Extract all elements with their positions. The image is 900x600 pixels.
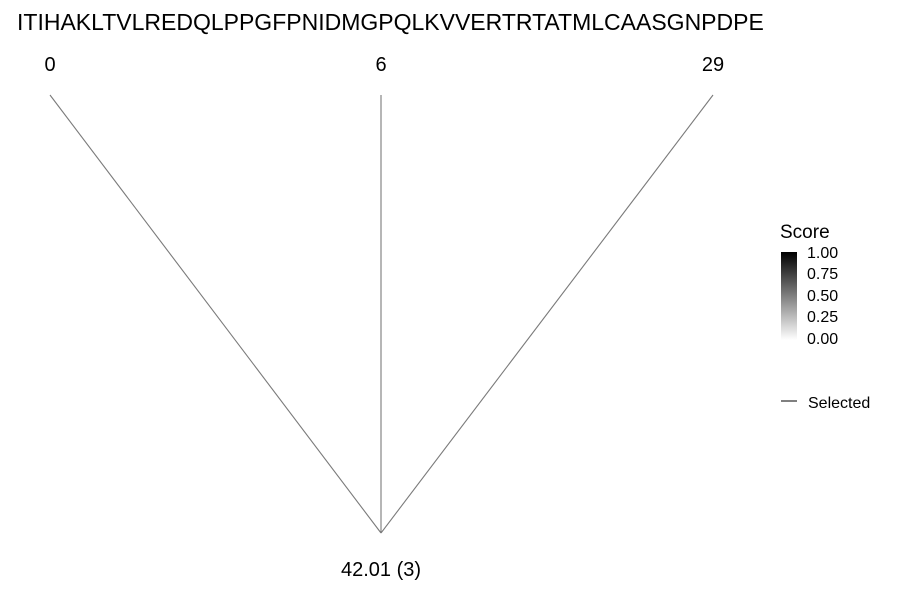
edge-leaf-0 — [49, 94, 382, 534]
leaf-label: 6 — [375, 54, 386, 76]
root-label: 42.01 (3) — [341, 559, 421, 581]
score-legend-title: Score — [780, 222, 830, 243]
score-tick: 0.50 — [807, 288, 838, 305]
score-colorbar — [781, 252, 797, 340]
leaf-label: 0 — [44, 54, 55, 76]
score-tick: 0.00 — [807, 331, 838, 348]
selected-legend: Selected — [781, 395, 870, 412]
score-tick: 1.00 — [807, 245, 838, 262]
selected-legend-label: Selected — [808, 395, 870, 412]
score-tick: 0.25 — [807, 309, 838, 326]
score-legend: Score 1.00 0.75 0.50 0.25 0.00 — [780, 222, 838, 348]
leaf-label: 29 — [702, 54, 724, 76]
score-tick: 0.75 — [807, 266, 838, 283]
edge-leaf-2 — [380, 94, 714, 534]
sequence-title: ITIHAKLTVLREDQLPPGFPNIDMGPQLKVVERTRTATML… — [17, 9, 764, 35]
